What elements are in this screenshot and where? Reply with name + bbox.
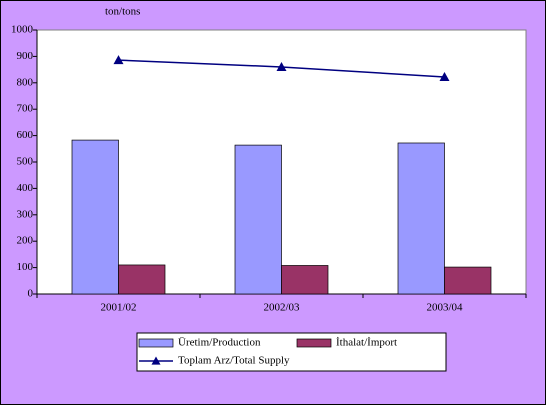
y-tick-label: 800 [17,76,34,88]
legend-label: Üretim/Production [178,337,261,349]
line-marker [439,71,450,81]
y-tick-label: 400 [17,182,34,194]
legend-label: Toplam Arz/Total Supply [178,355,290,367]
y-tick-label: 0 [28,288,34,300]
y-tick-label: 100 [17,261,34,273]
x-tick-label: 2003/04 [426,302,463,314]
bar [397,142,445,295]
legend-marker [151,356,161,365]
y-tick-label: 600 [17,129,34,141]
bar [281,265,329,295]
y-tick-label: 200 [17,235,34,247]
legend [136,332,447,372]
bar [118,264,166,295]
y-tick-label: 300 [17,208,34,220]
x-tick-label: 2001/02 [100,302,136,314]
legend-swatch [296,338,332,348]
x-tick-label: 2002/03 [263,302,300,314]
y-tick-label: 500 [17,156,34,168]
y-tick-label: 900 [17,50,34,62]
legend-label: İthalat/İmport [336,337,397,349]
y-tick-label: 700 [17,103,34,115]
line-marker [113,55,124,65]
legend-swatch [138,338,174,348]
line-marker [276,61,287,71]
y-tick-label: 1000 [11,24,34,36]
bar [234,144,282,295]
bar [71,139,119,295]
bar [444,266,492,295]
y-axis-label: ton/tons [105,6,140,18]
